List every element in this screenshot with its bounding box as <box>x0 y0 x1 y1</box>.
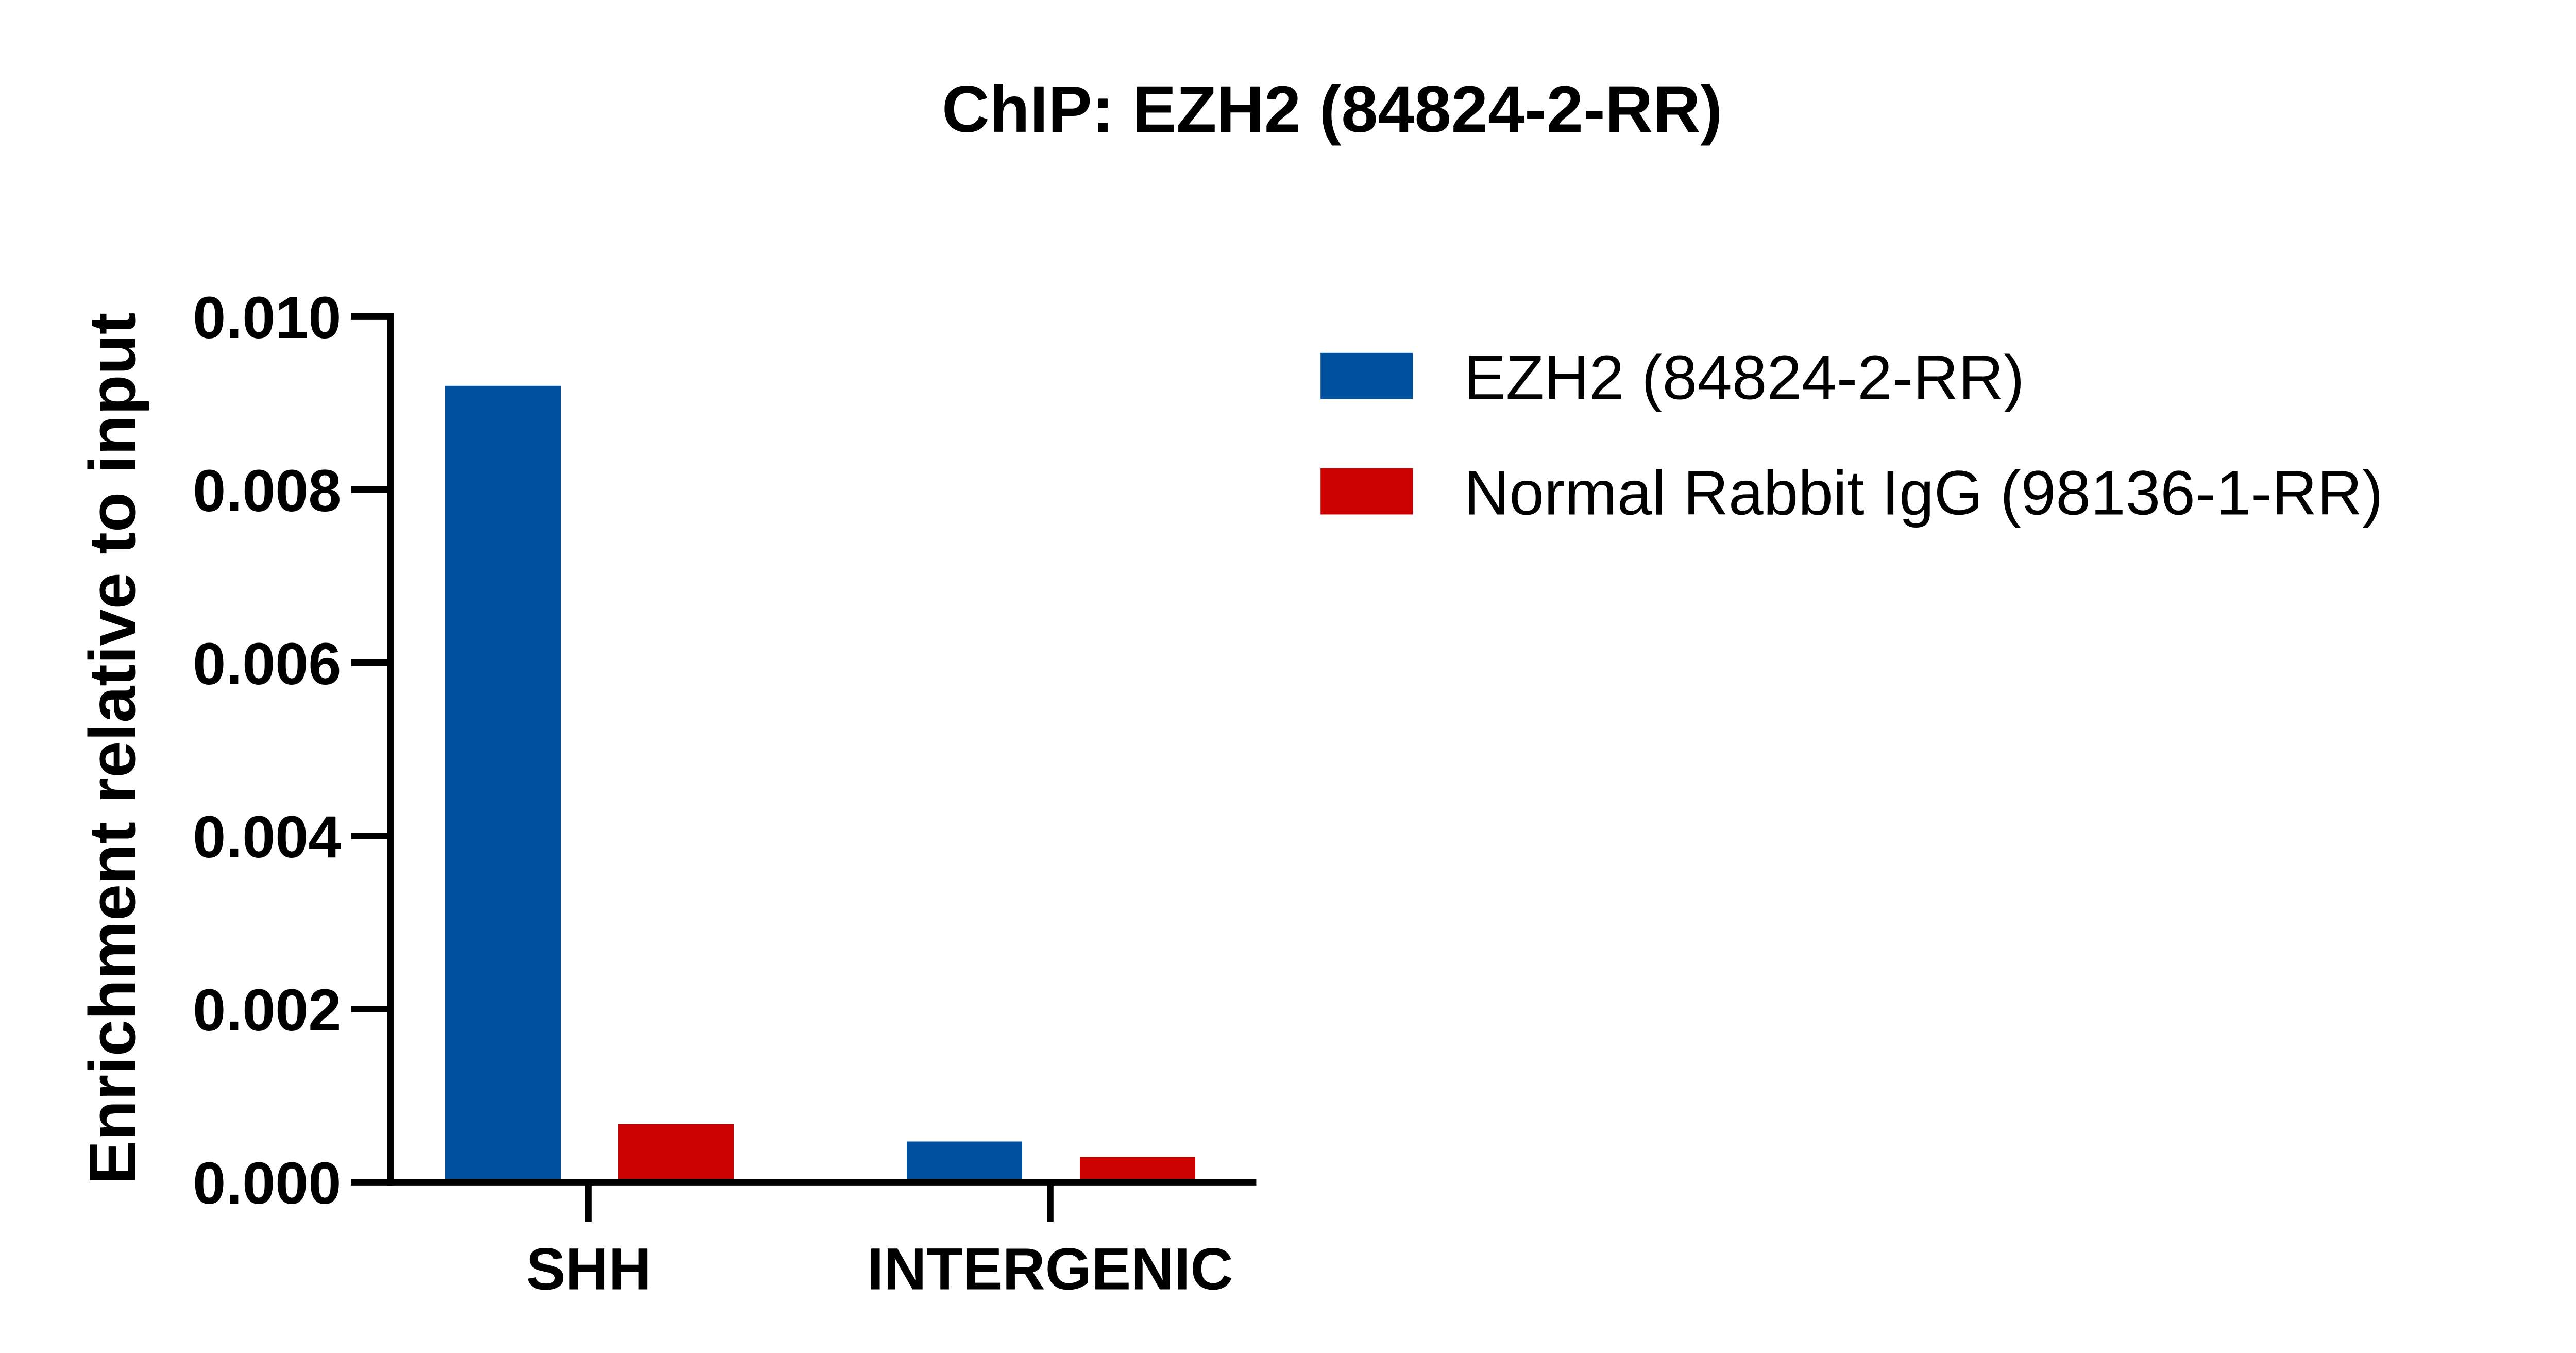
x-tick-label: SHH <box>526 1236 651 1302</box>
chart-title: ChIP: EZH2 (84824-2-RR) <box>942 73 1722 146</box>
bar-intergenic-series-0 <box>907 1141 1022 1182</box>
y-axis-label: Enrichment relative to input <box>76 312 149 1185</box>
y-tick-label: 0.006 <box>193 631 341 697</box>
legend-label: EZH2 (84824-2-RR) <box>1464 342 2025 412</box>
legend-swatch <box>1320 352 1413 399</box>
x-tick-label: INTERGENIC <box>867 1236 1233 1302</box>
bar-intergenic-series-1 <box>1080 1157 1195 1182</box>
y-tick-label: 0.002 <box>193 977 341 1043</box>
bar-shh-series-0 <box>445 385 561 1182</box>
y-tick-label: 0.004 <box>193 804 341 870</box>
y-tick-label: 0.010 <box>193 285 341 351</box>
legend-label: Normal Rabbit IgG (98136-1-RR) <box>1464 458 2383 528</box>
bar-shh-series-1 <box>618 1124 734 1182</box>
legend-swatch <box>1320 468 1413 515</box>
y-tick-label: 0.008 <box>193 458 341 524</box>
y-tick-label: 0.000 <box>193 1151 341 1216</box>
